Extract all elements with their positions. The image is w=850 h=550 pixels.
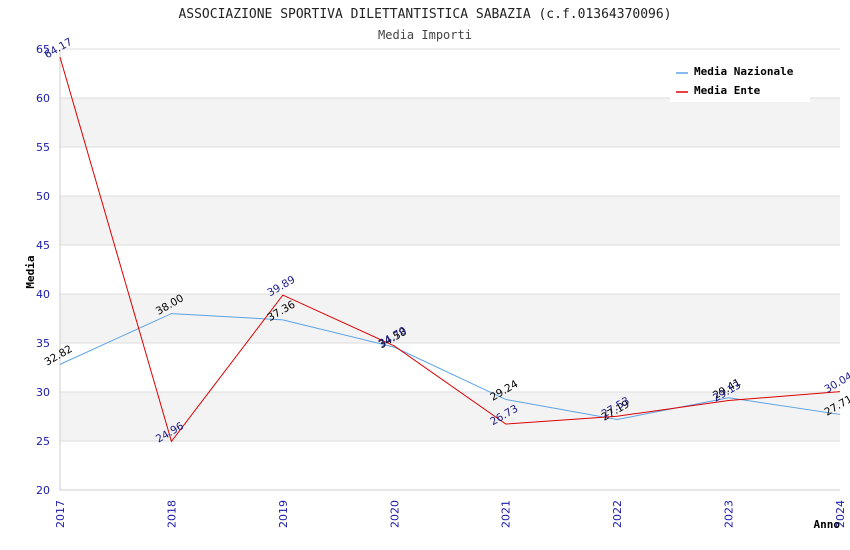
x-axis-ticks: 2017 2018 2019 2020 2021 2022 2023 2024 — [54, 500, 847, 528]
x-tick-label: 2020 — [388, 500, 401, 528]
y-tick-label: 35 — [36, 337, 50, 350]
x-tick-label: 2024 — [834, 500, 847, 528]
grid-band — [60, 98, 840, 147]
y-tick-label: 65 — [36, 43, 50, 56]
legend: Media Nazionale Media Ente — [670, 60, 810, 102]
grid-band — [60, 343, 840, 392]
x-tick-label: 2018 — [165, 500, 178, 528]
x-tick-label: 2022 — [611, 500, 624, 528]
grid-band — [60, 245, 840, 294]
grid-band — [60, 294, 840, 343]
x-tick-label: 2019 — [277, 500, 290, 528]
axes — [59, 49, 840, 491]
chart-title: ASSOCIAZIONE SPORTIVA DILETTANTISTICA SA… — [178, 7, 671, 22]
series-lines — [59, 56, 841, 443]
y-tick-label: 55 — [36, 141, 50, 154]
chart-subtitle: Media Importi — [378, 28, 472, 42]
y-tick-label: 50 — [36, 190, 50, 203]
y-axis-label: Media — [24, 255, 37, 288]
x-axis-label: Anno — [814, 518, 841, 531]
y-tick-label: 30 — [36, 386, 50, 399]
y-tick-label: 20 — [36, 484, 50, 497]
y-tick-label: 40 — [36, 288, 50, 301]
x-tick-label: 2023 — [723, 500, 736, 528]
grid-band — [60, 196, 840, 245]
grid-bands — [60, 49, 840, 490]
series-line-media-nazionale — [59, 313, 841, 421]
y-tick-label: 45 — [36, 239, 50, 252]
y-tick-label: 60 — [36, 92, 50, 105]
legend-box — [670, 60, 810, 102]
series-line-media-ente — [59, 56, 841, 443]
grid-band — [60, 147, 840, 196]
y-axis-ticks: 20 25 30 35 40 45 50 55 60 65 — [36, 43, 50, 497]
legend-entry-media-ente: Media Ente — [694, 84, 761, 97]
grid-band — [60, 441, 840, 490]
y-tick-label: 25 — [36, 435, 50, 448]
x-tick-label: 2017 — [54, 500, 67, 528]
legend-entry-media-nazionale: Media Nazionale — [694, 65, 794, 78]
x-tick-label: 2021 — [500, 500, 513, 528]
grid-lines — [60, 48, 840, 491]
